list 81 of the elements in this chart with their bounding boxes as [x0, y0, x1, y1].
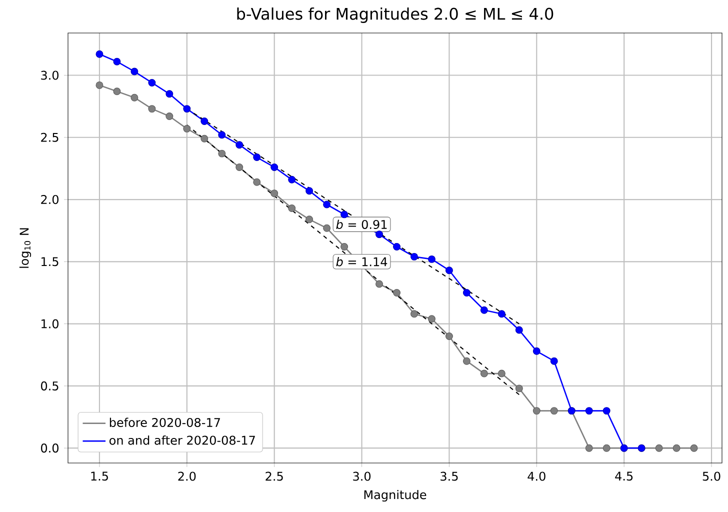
point: [445, 332, 453, 340]
point: [515, 384, 523, 392]
chart-title: b-Values for Magnitudes 2.0 ≤ ML ≤ 4.0: [237, 7, 554, 23]
point: [393, 243, 400, 250]
y-tick-label: 0.0: [41, 444, 58, 453]
point: [166, 112, 174, 120]
point: [236, 163, 244, 171]
legend-label: before 2020-08-17: [110, 418, 220, 428]
point: [376, 280, 383, 288]
point: [462, 289, 470, 296]
point: [130, 94, 138, 102]
x-axis-title: Magnitude: [364, 490, 426, 502]
x-tick-label: 3.5: [440, 472, 458, 481]
point: [113, 88, 121, 96]
x-tick-label: 2.5: [266, 472, 283, 481]
point: [236, 141, 244, 149]
point: [428, 255, 436, 263]
x-tick-label: 5.0: [702, 472, 720, 481]
point: [428, 315, 436, 323]
point: [96, 81, 104, 89]
point: [393, 289, 400, 296]
point: [113, 58, 121, 66]
point: [515, 326, 523, 334]
point: [672, 444, 680, 452]
x-tick-label: 2.0: [178, 472, 196, 481]
point: [410, 310, 418, 318]
point: [655, 444, 663, 452]
x-tick-label: 3.0: [353, 472, 371, 481]
point: [550, 357, 558, 365]
y-tick-label: 2.5: [41, 132, 58, 142]
y-tick-label: 0.5: [41, 381, 58, 390]
point: [602, 444, 610, 452]
point: [253, 178, 261, 186]
point: [340, 243, 348, 250]
point: [200, 134, 208, 142]
point: [532, 347, 540, 355]
point: [462, 357, 470, 365]
x-tick-label: 1.5: [91, 472, 108, 481]
point: [130, 68, 138, 76]
point: [166, 90, 174, 98]
point: [148, 78, 156, 86]
annotation: b = 0.91: [336, 220, 387, 230]
point: [323, 200, 331, 208]
point: [498, 310, 506, 318]
point: [306, 187, 314, 195]
point: [480, 370, 488, 378]
point: [183, 105, 191, 113]
point: [323, 224, 331, 232]
y-tick-label: 1.5: [42, 257, 58, 266]
y-tick-label: 3.0: [41, 70, 58, 80]
y-tick-label: 2.0: [41, 194, 58, 204]
point: [480, 306, 488, 314]
point: [550, 407, 558, 415]
point: [532, 407, 540, 415]
point: [270, 190, 278, 198]
annotation: b = 1.14: [336, 257, 388, 266]
y-tick-label: 1.0: [42, 319, 58, 328]
point: [218, 150, 226, 158]
point: [340, 210, 348, 218]
y-axis-title: log$_{10}$ N: [19, 228, 32, 268]
point: [602, 407, 610, 415]
point: [200, 117, 208, 125]
legend-label: on and after 2020-08-17: [110, 436, 255, 445]
point: [376, 230, 383, 238]
x-tick-label: 4.5: [615, 472, 633, 481]
point: [498, 370, 506, 378]
point: [183, 124, 191, 132]
point: [585, 407, 593, 415]
point: [288, 176, 296, 184]
point: [148, 105, 156, 113]
point: [96, 50, 104, 58]
point: [690, 444, 698, 452]
x-tick-label: 4.0: [528, 472, 546, 481]
point: [288, 204, 296, 212]
point: [410, 252, 418, 260]
point: [585, 444, 593, 452]
point: [270, 163, 278, 171]
point: [218, 131, 226, 139]
point: [253, 154, 261, 162]
point: [306, 216, 314, 224]
point: [445, 266, 453, 274]
